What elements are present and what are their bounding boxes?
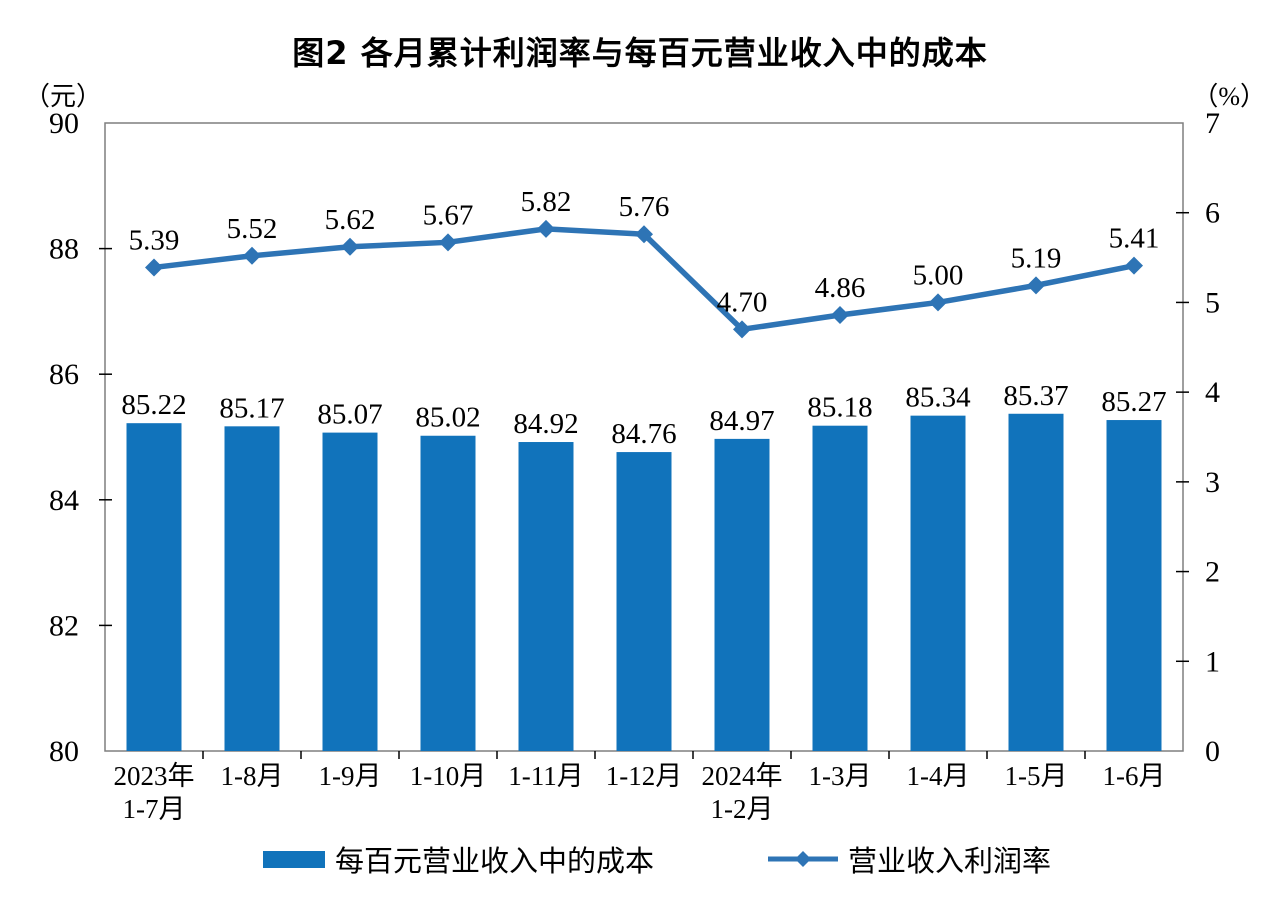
left-axis-tick-label: 86: [49, 358, 79, 391]
right-axis-tick-label: 1: [1205, 645, 1220, 678]
chart-title: 图2 各月累计利润率与每百元营业收入中的成本: [292, 34, 988, 72]
bar-value-label: 85.07: [317, 399, 382, 431]
bar-value-label: 85.18: [807, 392, 872, 424]
bar-value-label: 84.92: [513, 408, 578, 440]
profit-rate-line: [153, 226, 1135, 333]
right-axis-tick-label: 4: [1205, 376, 1220, 409]
x-category-label: 1-10月: [410, 761, 487, 791]
bar: [1008, 413, 1064, 751]
x-category-label: 1-2月: [711, 794, 774, 824]
line-value-label: 4.86: [815, 272, 866, 304]
x-category-label: 2023年: [114, 761, 195, 791]
bar-value-label: 85.37: [1003, 380, 1068, 412]
left-axis-unit: （元）: [24, 82, 103, 111]
legend-label-cost: 每百元营业收入中的成本: [335, 846, 655, 878]
bar: [616, 452, 672, 751]
bar-value-label: 84.76: [611, 418, 676, 450]
bar: [126, 423, 182, 751]
line-value-label: 5.19: [1011, 242, 1062, 274]
line-value-label: 5.62: [325, 204, 376, 236]
line-series-swatch: [768, 851, 838, 867]
line-marker: [243, 246, 261, 265]
bar: [714, 438, 770, 751]
line-marker: [929, 293, 947, 312]
line-value-label: 5.41: [1109, 223, 1160, 255]
x-category-label: 1-9月: [319, 761, 382, 791]
x-category-label: 2024年: [702, 761, 783, 791]
line-value-label: 5.52: [227, 213, 278, 245]
bar: [322, 432, 378, 751]
right-axis-tick-label: 7: [1205, 107, 1220, 140]
line-value-label: 5.82: [521, 186, 572, 218]
bar: [420, 435, 476, 751]
line-marker: [145, 258, 163, 277]
bar-value-label: 85.02: [415, 402, 480, 434]
bar-value-label: 85.22: [121, 389, 186, 421]
line-marker: [439, 233, 457, 252]
line-value-label: 5.76: [619, 191, 670, 223]
left-axis-tick-label: 84: [49, 484, 79, 517]
legend-label-profit-rate: 营业收入利润率: [848, 846, 1052, 878]
right-axis-tick-label: 5: [1205, 286, 1220, 319]
line-marker: [341, 237, 359, 256]
right-axis-tick-label: 0: [1205, 735, 1220, 768]
line-value-label: 4.70: [717, 286, 768, 318]
bar: [1106, 420, 1162, 751]
bar: [812, 425, 868, 751]
x-category-label: 1-4月: [907, 761, 970, 791]
line-value-label: 5.67: [423, 199, 474, 231]
bar: [910, 415, 966, 751]
x-category-label: 1-7月: [123, 794, 186, 824]
bar: [518, 442, 574, 751]
line-marker: [537, 219, 555, 238]
line-marker: [635, 225, 653, 244]
line-value-label: 5.00: [913, 259, 964, 291]
left-axis-tick-label: 88: [49, 233, 79, 266]
bar-value-label: 85.34: [905, 382, 971, 414]
right-axis-tick-label: 6: [1205, 197, 1220, 230]
x-category-label: 1-11月: [508, 761, 584, 791]
bar-series-swatch: [263, 850, 325, 868]
right-axis-unit: （%）: [1192, 82, 1266, 111]
right-axis-tick-label: 3: [1205, 466, 1220, 499]
x-category-label: 1-6月: [1103, 761, 1166, 791]
line-marker: [733, 320, 751, 339]
legend-item-cost: 每百元营业收入中的成本: [263, 838, 654, 880]
bar-value-label: 84.97: [709, 405, 774, 437]
line-marker: [831, 305, 849, 324]
bar: [224, 426, 280, 751]
bar-value-label: 85.17: [219, 392, 284, 424]
line-marker: [1027, 276, 1045, 295]
left-axis-tick-label: 82: [49, 609, 79, 642]
x-category-label: 1-12月: [606, 761, 683, 791]
x-category-label: 1-8月: [221, 761, 284, 791]
x-category-label: 1-5月: [1005, 761, 1068, 791]
left-axis-tick-label: 80: [49, 735, 79, 768]
bar-value-label: 85.27: [1101, 386, 1166, 418]
left-axis-tick-label: 90: [49, 107, 79, 140]
line-marker: [1125, 256, 1143, 275]
right-axis-tick-label: 2: [1205, 556, 1220, 589]
legend-item-profit-rate: 营业收入利润率: [768, 838, 1051, 880]
line-value-label: 5.39: [129, 224, 180, 256]
x-category-label: 1-3月: [809, 761, 872, 791]
